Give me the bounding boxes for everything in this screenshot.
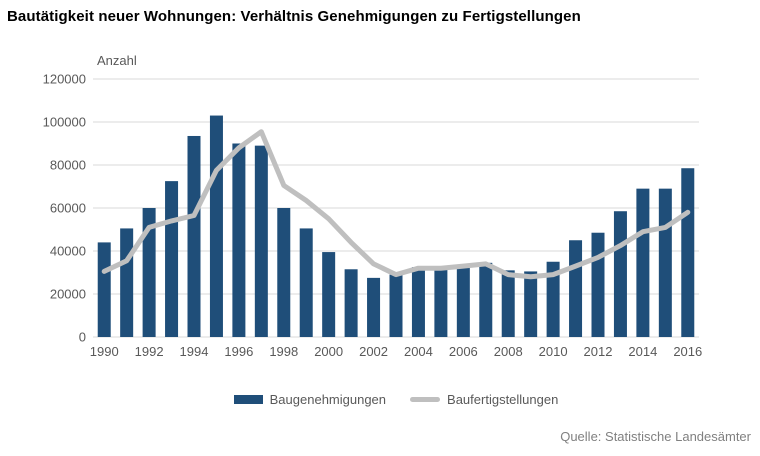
x-tick-label: 2006 (449, 344, 478, 359)
bar-1996 (232, 143, 246, 337)
bar-2015 (658, 188, 672, 337)
x-tick-label: 2014 (628, 344, 657, 359)
x-tick-label: 2008 (494, 344, 523, 359)
bar-2011 (569, 240, 583, 337)
bar-2002 (367, 277, 381, 337)
bar-2000 (322, 252, 336, 337)
bar-1993 (165, 181, 179, 337)
bar-1995 (209, 115, 223, 337)
bar-1990 (97, 242, 111, 337)
bar-2006 (456, 267, 470, 337)
x-tick-label: 1990 (90, 344, 119, 359)
legend-swatch-baugenehmigungen (233, 394, 263, 404)
x-tick-label: 2000 (314, 344, 343, 359)
bar-2008 (501, 270, 515, 337)
x-tick-label: 2012 (584, 344, 613, 359)
y-tick-label: 80000 (50, 158, 86, 173)
x-tick-label: 2016 (673, 344, 702, 359)
bar-2010 (546, 261, 560, 337)
legend-swatch-baufertigstellungen (410, 396, 441, 402)
bar-1998 (277, 208, 291, 337)
y-tick-label: 40000 (50, 244, 86, 259)
x-tick-label: 1992 (135, 344, 164, 359)
y-tick-label: 60000 (50, 201, 86, 216)
bar-1991 (120, 228, 134, 337)
y-tick-label: 20000 (50, 287, 86, 302)
legend-label-baugenehmigungen: Baugenehmigungen (269, 391, 387, 407)
bar-2014 (636, 188, 650, 337)
x-tick-label: 1996 (224, 344, 253, 359)
bar-1992 (142, 208, 156, 337)
bar-2007 (479, 262, 493, 337)
bar-1994 (187, 135, 201, 337)
bar-2005 (434, 269, 448, 337)
bar-1999 (299, 228, 313, 337)
source-note: Quelle: Statistische Landesämter (560, 429, 751, 444)
bar-2009 (524, 271, 538, 337)
bar-2004 (411, 267, 425, 337)
legend: Baugenehmigungen Baufertigstellungen (93, 389, 699, 409)
x-tick-label: 2004 (404, 344, 433, 359)
bar-2012 (591, 232, 605, 337)
chart-title: Bautätigkeit neuer Wohnungen: Verhältnis… (7, 8, 581, 25)
y-tick-label: 100000 (43, 115, 86, 130)
x-tick-label: 2010 (539, 344, 568, 359)
bar-2013 (613, 211, 627, 337)
y-tick-label: 0 (79, 330, 86, 345)
legend-label-baufertigstellungen: Baufertigstellungen (447, 391, 559, 407)
bar-2001 (344, 269, 358, 337)
bar-2016 (681, 168, 695, 337)
x-tick-label: 2002 (359, 344, 388, 359)
y-tick-label: 120000 (43, 72, 86, 87)
x-tick-label: 1998 (269, 344, 298, 359)
bar-1997 (254, 145, 268, 337)
y-axis-title: Anzahl (97, 53, 137, 68)
bar-2003 (389, 274, 403, 337)
x-tick-label: 1994 (180, 344, 209, 359)
completions-line (101, 129, 691, 280)
